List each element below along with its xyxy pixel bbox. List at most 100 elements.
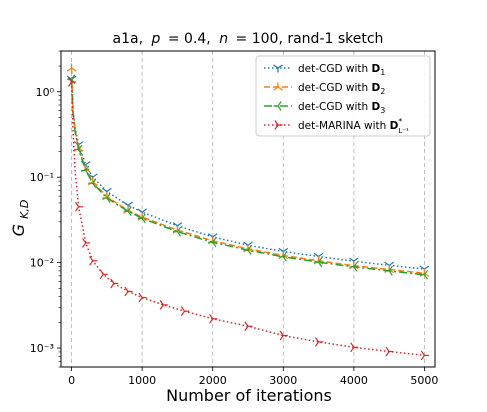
series-4-point [138,292,147,303]
series-4-point [99,269,108,280]
series-3-point-arm [106,197,111,203]
series-4-point-arm [74,201,80,208]
title-p-symbol: p [151,31,161,47]
series-1-point-arm [141,208,147,213]
legend-marker-arm [277,86,283,91]
series-3-point-arm [78,144,83,151]
series-3-point-arm [176,226,182,233]
series-1-point-arm [424,265,430,270]
y-axis-label-sub: K,D [18,200,31,219]
series-4-point [244,321,253,332]
legend-marker [273,64,283,73]
series-4-point-arm [138,292,143,298]
series-1-point-arm [388,261,394,266]
series-4-point-arm [279,335,284,341]
series-1-point-arm [247,241,253,246]
series-3-point [278,251,287,262]
series-4-point-arm [314,341,320,347]
series-4-point [67,77,77,87]
legend-marker-arm [277,101,282,107]
series-4-point [110,278,119,289]
series-1-point-arm [85,161,91,166]
series-4-point [124,286,133,297]
series-3-point-arm [141,217,146,224]
series-1-point-arm [313,252,319,257]
y-axis: 10⁻³ 10⁻² 10⁻¹ 10⁰ [30,50,61,368]
series-3-point-arm [388,266,393,272]
series-4-point-arm [67,81,73,87]
series-4-point-arm [420,350,425,356]
series-4-point-arm [159,304,164,310]
series-1-point-arm [384,261,390,266]
series-3-point [137,213,146,224]
series-4-point [279,330,288,341]
series-4-point-arm [180,306,185,312]
series-1-point-arm [102,187,108,192]
series-4-point-arm [244,325,249,332]
series-3-point-arm [176,231,182,237]
series-4-point-arm [110,283,115,289]
series-4-point-arm [99,273,104,280]
series-3-point-arm [282,251,287,258]
legend-label: det-MARINA with D* L⁻¹ [298,117,409,135]
series-4-point-arm [138,297,143,303]
series-3-point [102,193,111,203]
series-1-point-arm [349,257,355,262]
series-3-point-arm [282,256,287,262]
series-3-point-arm [92,182,97,189]
series-4-point [385,346,394,357]
title-p-value: = 0.4, [168,31,211,47]
y-tick-label: 10⁰ [36,86,55,99]
series-layer [66,63,430,361]
series-4-point-arm [67,77,73,83]
series-4-point-arm [124,291,129,297]
series-1-point-arm [78,141,84,146]
series-4-point-arm [209,313,214,320]
y-axis-label: G K,D [9,200,31,237]
series-4-point-arm [110,278,115,284]
legend-marker-arm [274,124,279,130]
series-4-point-arm [385,346,390,352]
series-1-point-arm [127,201,133,206]
series-1-point-arm [137,208,143,213]
series-1-point-arm [123,201,129,206]
series-3-point-arm [318,257,323,263]
title-n-value: = 100, rand-1 sketch [236,31,384,47]
legend-marker [274,120,283,130]
series-1-point-arm [207,233,214,238]
series-3-line [70,79,425,276]
series-2-point-arm [66,67,72,72]
plot-frame [60,50,436,368]
series-1-point-arm [318,252,324,257]
legend-marker-arm [277,105,282,111]
series-3-point-arm [71,74,76,80]
series-3-point-arm [388,270,393,276]
series-3-point-arm [423,274,429,280]
series-3-point [81,165,90,176]
series-4-point-arm [209,318,214,324]
y-axis-label-main: G [9,224,28,236]
legend-marker-arm [273,86,279,91]
series-3-point [243,245,252,255]
series-3-point [349,262,358,272]
series-3-point-arm [78,149,83,155]
legend-marker-arm [274,120,279,126]
series-3-point-arm [353,262,358,268]
series-4-point-arm [99,269,104,275]
series-4-point-arm [89,255,94,262]
series-3-point-arm [85,165,90,171]
legend-label: det-CGD with D1 [298,63,385,77]
series-3-point-arm [92,178,97,184]
series-3-point-arm [247,245,252,251]
y-tick-label: 10⁻³ [30,342,54,355]
x-tick-label: 5000 [410,374,438,387]
series-3-point [123,206,132,217]
series-2-point [66,63,77,72]
legend-entry-4: det-MARINA with D* L⁻¹ [264,117,409,135]
legend-entry-1: det-CGD with D1 [264,63,385,77]
series-3-point-arm [127,210,132,217]
legend-marker-arm [277,64,283,69]
series-1-point-arm [177,222,183,227]
series-3-point [314,257,323,268]
